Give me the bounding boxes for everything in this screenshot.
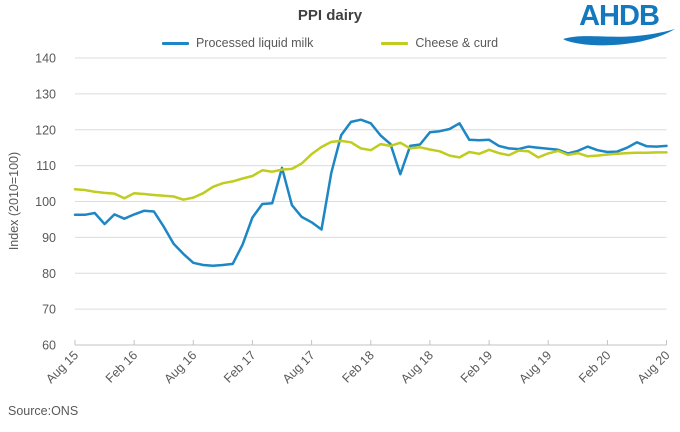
x-tick-label: Feb 17: [221, 348, 258, 385]
page-title: PPI dairy: [297, 7, 363, 24]
legend-swatch-blue-line-icon: [161, 41, 189, 45]
y-tick-label: 100: [35, 195, 56, 209]
legend-swatch-yellow-line-icon: [381, 41, 409, 45]
ahdb-wave-icon: [563, 29, 675, 46]
y-tick-label: 130: [35, 87, 56, 101]
x-tick-label: Aug 16: [162, 348, 200, 386]
x-tick-label: Aug 20: [635, 348, 673, 386]
legend-label-cheese-curd: Cheese & curd: [415, 36, 499, 50]
y-tick-label: 70: [42, 303, 56, 317]
x-tick-label: Aug 15: [43, 348, 81, 386]
ahdb-logo: AHDB: [563, 2, 675, 46]
x-tick-label: Feb 16: [103, 348, 140, 385]
legend-label-processed-liquid-milk: Processed liquid milk: [195, 36, 314, 50]
ahdb-logo-text: AHDB: [579, 0, 660, 32]
series-line-1: [73, 139, 668, 201]
legend-item-cheese-curd: Cheese & curd: [381, 36, 498, 50]
y-tick-label: 110: [36, 159, 56, 173]
y-tick-label: 80: [42, 267, 56, 281]
legend-item-processed-liquid-milk: Processed liquid milk: [161, 36, 314, 50]
y-tick-label: 60: [42, 339, 56, 353]
legend: Processed liquid milk Cheese & curd: [0, 34, 660, 52]
y-tick-label: 140: [35, 52, 56, 66]
x-tick-label: Feb 20: [576, 348, 613, 385]
source-note: Source:ONS: [8, 404, 79, 418]
x-tick-label: Feb 19: [458, 348, 495, 385]
y-tick-label: 90: [42, 231, 56, 245]
x-tick-label: Aug 19: [516, 348, 554, 386]
x-tick-label: Feb 18: [339, 348, 376, 385]
y-tick-label: 120: [35, 123, 56, 137]
series-line-0: [73, 118, 668, 267]
x-tick-label: Aug 17: [280, 348, 318, 386]
x-tick-label: Aug 18: [398, 348, 436, 386]
